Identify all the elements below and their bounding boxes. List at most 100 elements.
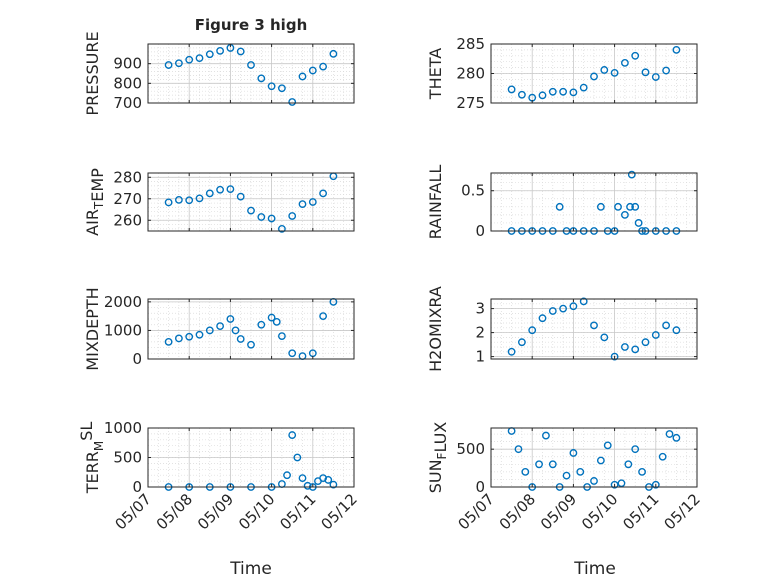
data-point bbox=[185, 55, 194, 64]
data-point bbox=[164, 198, 173, 207]
y-tick-label: 500 bbox=[456, 440, 485, 458]
y-axis-label-part: RAINFALL bbox=[426, 165, 445, 240]
data-point bbox=[651, 331, 660, 339]
data-point bbox=[548, 87, 557, 96]
y-axis-label-part: THETA bbox=[426, 48, 445, 100]
y-axis-label: TERRMSL bbox=[77, 422, 106, 495]
data-point bbox=[226, 315, 235, 323]
y-axis-label: MIXDEPTH bbox=[83, 287, 102, 370]
data-point bbox=[236, 192, 245, 201]
data-point bbox=[662, 66, 670, 75]
data-point bbox=[283, 471, 291, 480]
data-point bbox=[617, 479, 626, 488]
data-point bbox=[185, 196, 194, 205]
data-point bbox=[538, 314, 547, 323]
data-point bbox=[205, 50, 214, 59]
data-point bbox=[662, 321, 670, 330]
data-point bbox=[236, 47, 245, 56]
y-axis-label: RAINFALL bbox=[426, 165, 445, 240]
data-point bbox=[231, 326, 240, 335]
data-point bbox=[569, 302, 578, 311]
data-point bbox=[569, 449, 578, 457]
data-point bbox=[590, 321, 598, 330]
data-point bbox=[559, 87, 567, 96]
data-point bbox=[641, 68, 650, 77]
axes-frame bbox=[490, 172, 698, 232]
data-point bbox=[174, 59, 183, 68]
data-point bbox=[518, 338, 526, 347]
data-point bbox=[277, 224, 286, 233]
x-tick-label: 05/08 bbox=[496, 490, 539, 533]
y-tick-label: 2000 bbox=[104, 293, 142, 311]
y-tick-label: 1000 bbox=[104, 419, 142, 437]
data-point bbox=[610, 69, 619, 77]
data-point bbox=[535, 460, 543, 469]
y-axis-label: SUNFLUX bbox=[426, 422, 450, 494]
data-point bbox=[548, 460, 557, 469]
y-tick-label: 285 bbox=[456, 35, 485, 53]
y-axis-label-part: SUN bbox=[426, 459, 445, 493]
y-tick-label: 700 bbox=[113, 94, 142, 112]
y-axis-label: PRESSURE bbox=[83, 31, 102, 115]
data-point bbox=[195, 194, 204, 203]
data-point bbox=[319, 62, 327, 71]
y-tick-label: 270 bbox=[113, 190, 142, 208]
x-tick-label: 05/07 bbox=[455, 490, 498, 533]
x-tick-label: 05/09 bbox=[537, 490, 580, 533]
data-point bbox=[658, 452, 667, 461]
data-point bbox=[631, 445, 640, 454]
data-point bbox=[164, 337, 173, 346]
data-point bbox=[672, 46, 681, 54]
data-point bbox=[614, 202, 622, 211]
y-tick-label: 1 bbox=[475, 348, 485, 366]
axes-background bbox=[491, 173, 697, 231]
data-point bbox=[634, 219, 643, 227]
x-tick-label: 05/07 bbox=[112, 490, 155, 533]
data-point bbox=[600, 66, 609, 74]
axes-frame bbox=[147, 43, 355, 104]
data-point bbox=[576, 467, 585, 476]
data-point bbox=[298, 474, 307, 483]
data-point bbox=[521, 467, 530, 476]
y-axis-label: THETA bbox=[426, 48, 445, 100]
data-point bbox=[195, 54, 204, 63]
data-point bbox=[596, 456, 605, 465]
data-point bbox=[548, 307, 557, 315]
data-point bbox=[507, 85, 516, 94]
data-point bbox=[288, 349, 297, 358]
data-point bbox=[164, 61, 173, 69]
data-point bbox=[638, 467, 646, 476]
y-tick-label: 2 bbox=[475, 324, 485, 342]
data-point bbox=[562, 471, 571, 480]
x-tick-label: 05/10 bbox=[578, 490, 621, 533]
data-point bbox=[631, 345, 640, 354]
y-tick-label: 3 bbox=[475, 300, 485, 318]
data-point bbox=[205, 326, 214, 335]
data-point bbox=[247, 340, 255, 349]
data-point bbox=[641, 338, 650, 347]
data-point bbox=[559, 304, 567, 313]
data-point bbox=[514, 445, 523, 454]
x-label-right: Time bbox=[573, 559, 616, 579]
y-axis-label: H2OMIXRA bbox=[426, 286, 445, 372]
panel-air-temp: 260 270 280 AIRTEMP bbox=[83, 168, 355, 236]
data-point bbox=[518, 90, 526, 99]
axes-background bbox=[148, 44, 354, 103]
y-axis-label-part: PRESSURE bbox=[83, 31, 102, 115]
data-point bbox=[308, 198, 317, 206]
data-point bbox=[247, 206, 255, 215]
data-point bbox=[298, 72, 307, 81]
panel-h2omixra: 1 2 3 H2OMIXRA bbox=[426, 286, 698, 372]
y-axis-label-part: M bbox=[92, 441, 106, 451]
data-point bbox=[621, 343, 629, 351]
figure-title: Figure 3 high bbox=[195, 16, 308, 34]
data-point bbox=[308, 66, 317, 75]
data-point bbox=[277, 84, 286, 93]
x-tick-label: 05/09 bbox=[194, 490, 237, 533]
data-point bbox=[298, 200, 307, 209]
